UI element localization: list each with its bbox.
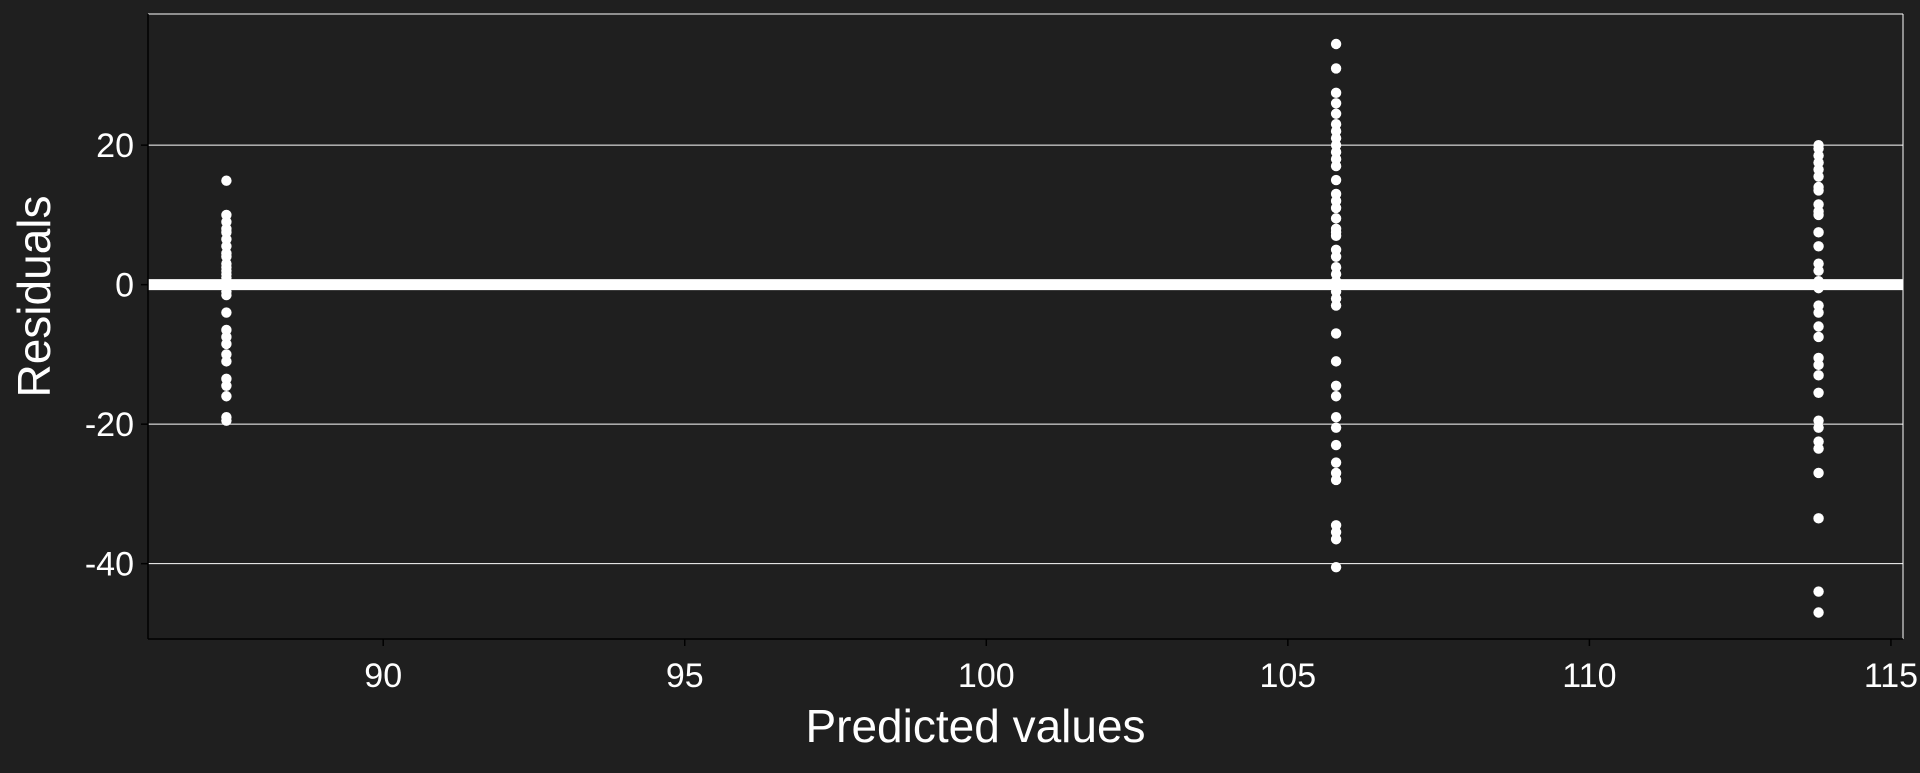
data-point-1-4 bbox=[1330, 108, 1342, 119]
y-axis-title: Residuals bbox=[8, 196, 60, 398]
data-point-1-36 bbox=[1330, 457, 1342, 468]
data-point-0-29 bbox=[221, 415, 232, 426]
data-point-1-30 bbox=[1330, 356, 1342, 367]
axes-layer bbox=[141, 14, 1903, 646]
data-point-2-32 bbox=[1813, 607, 1824, 618]
x-tick-label-90: 90 bbox=[364, 657, 402, 695]
data-point-2-10 bbox=[1813, 209, 1824, 221]
data-point-1-2 bbox=[1330, 87, 1342, 99]
data-point-0-18 bbox=[221, 289, 232, 301]
data-point-2-14 bbox=[1813, 265, 1824, 276]
data-point-2-11 bbox=[1813, 227, 1824, 238]
data-point-0-27 bbox=[221, 391, 232, 402]
data-point-1-1 bbox=[1330, 63, 1342, 74]
data-point-0-22 bbox=[221, 338, 232, 350]
data-point-1-29 bbox=[1330, 328, 1342, 339]
x-tick-label-95: 95 bbox=[666, 657, 704, 695]
labels-layer: 90 95 100 105 110 115 -40 -20 0 20 Predicted value… bbox=[8, 127, 1918, 752]
x-tick-label-115: 115 bbox=[1864, 657, 1918, 695]
data-point-1-41 bbox=[1330, 534, 1342, 545]
data-point-2-22 bbox=[1813, 359, 1824, 371]
x-axis-title: Predicted values bbox=[805, 700, 1145, 752]
data-point-1-12 bbox=[1330, 174, 1342, 186]
data-point-1-35 bbox=[1330, 439, 1342, 451]
data-point-1-38 bbox=[1330, 474, 1342, 486]
data-point-2-26 bbox=[1813, 422, 1824, 433]
data-point-0-24 bbox=[221, 356, 232, 367]
y-tick-label--20: -20 bbox=[85, 406, 134, 444]
data-point-1-28 bbox=[1330, 300, 1342, 311]
data-point-2-23 bbox=[1813, 370, 1824, 381]
data-point-2-29 bbox=[1813, 467, 1824, 479]
data-point-2-20 bbox=[1813, 331, 1824, 343]
data-point-1-16 bbox=[1330, 213, 1342, 224]
grid-layer bbox=[148, 13, 1904, 639]
points-layer bbox=[148, 38, 1903, 618]
x-tick-label-100: 100 bbox=[958, 657, 1015, 695]
data-point-2-19 bbox=[1813, 321, 1824, 332]
data-point-0-19 bbox=[221, 307, 232, 318]
data-point-0-0 bbox=[221, 175, 232, 186]
data-point-2-7 bbox=[1813, 185, 1824, 196]
data-point-1-33 bbox=[1330, 411, 1342, 423]
data-point-1-32 bbox=[1330, 391, 1342, 402]
x-tick-label-110: 110 bbox=[1562, 657, 1616, 695]
data-point-2-31 bbox=[1813, 586, 1824, 597]
data-point-1-11 bbox=[1330, 160, 1342, 172]
data-point-1-3 bbox=[1330, 98, 1342, 109]
data-point-1-0 bbox=[1330, 38, 1342, 50]
y-tick-label--40: -40 bbox=[85, 546, 134, 584]
x-tick-label-105: 105 bbox=[1259, 657, 1316, 695]
y-tick-label-0: 0 bbox=[115, 267, 134, 305]
data-point-1-42 bbox=[1330, 561, 1342, 573]
data-point-1-15 bbox=[1330, 202, 1342, 214]
data-point-1-31 bbox=[1330, 380, 1342, 391]
data-point-2-24 bbox=[1813, 387, 1824, 398]
data-point-2-28 bbox=[1813, 443, 1824, 454]
data-point-2-12 bbox=[1813, 241, 1824, 252]
data-point-0-26 bbox=[221, 380, 232, 391]
data-point-2-5 bbox=[1813, 171, 1824, 182]
data-point-1-34 bbox=[1330, 422, 1342, 433]
data-point-1-19 bbox=[1330, 230, 1342, 242]
data-point-2-30 bbox=[1813, 513, 1824, 524]
y-tick-label-20: 20 bbox=[96, 127, 134, 165]
data-point-1-21 bbox=[1330, 251, 1342, 262]
data-point-2-18 bbox=[1813, 307, 1824, 318]
